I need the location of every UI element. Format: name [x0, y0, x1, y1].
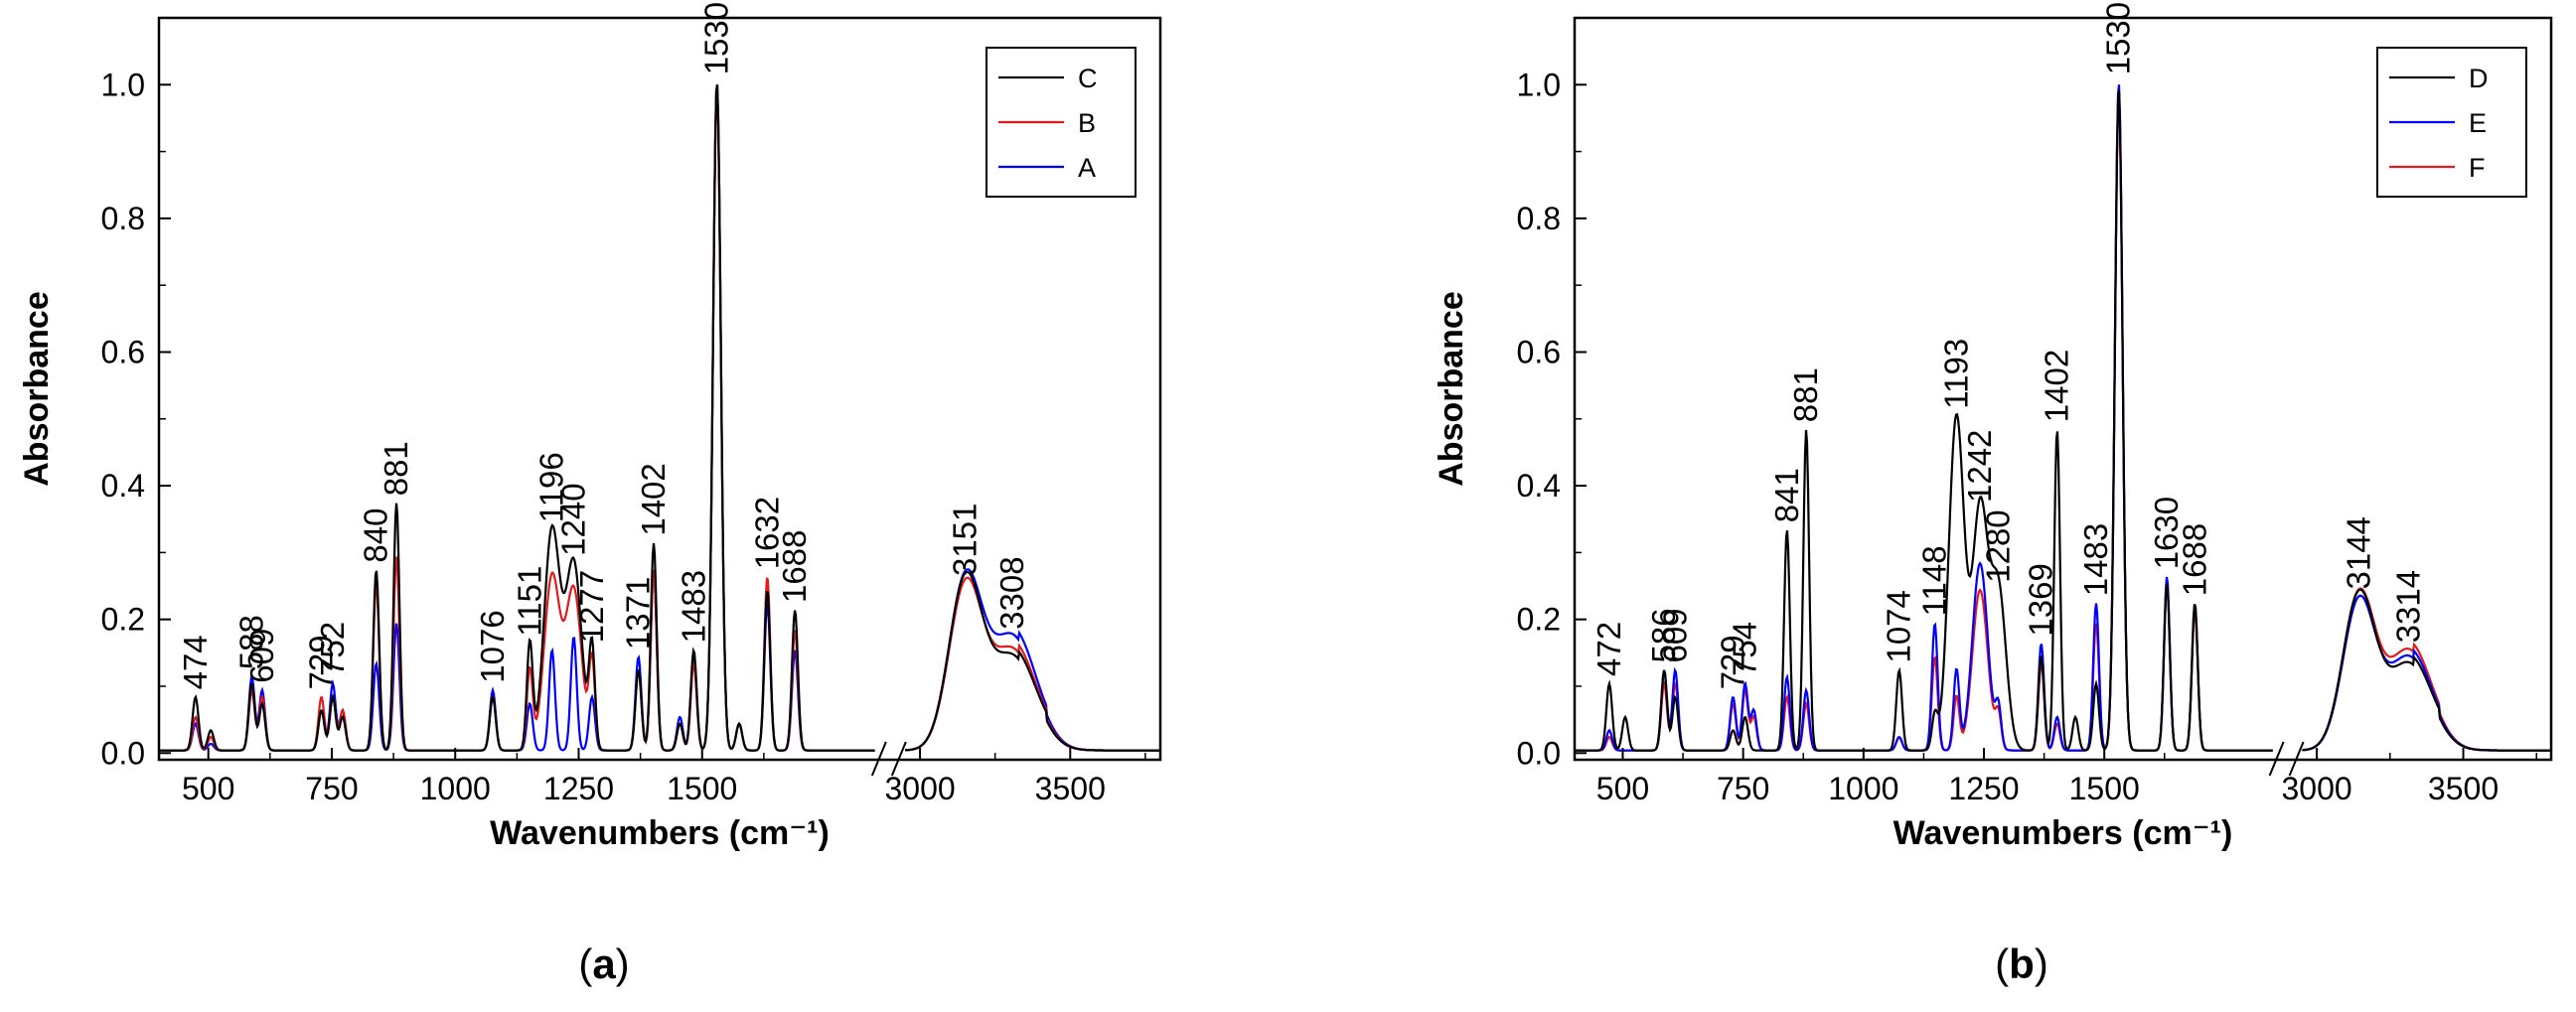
legend-label-e: E [2469, 108, 2487, 138]
caption-b-open: ( [1995, 940, 2009, 987]
x-tick-label: 1250 [1948, 771, 2019, 806]
x-tick-label: 3000 [884, 771, 955, 806]
caption-a-letter: a [592, 940, 616, 987]
series-line-d [1576, 89, 2550, 752]
y-tick-label: 0.6 [1517, 334, 1561, 369]
caption-b: (b) [1995, 940, 2048, 987]
peak-label: 1240 [555, 483, 592, 555]
peak-label: 881 [378, 441, 414, 496]
y-tick-label: 0.2 [1517, 602, 1561, 638]
x-tick-label: 1500 [667, 771, 737, 806]
panel-b-chart: 0.0 0.2 0.4 0.6 0.8 1.0 500 750 1000 1250 1500 3000… [1433, 2, 2553, 852]
peak-label: 1632 [748, 497, 785, 569]
peak-label: 3144 [2341, 516, 2377, 589]
y-axis-title: Absorbance [18, 291, 56, 487]
y-tick-label: 1.0 [1517, 67, 1561, 102]
y-tick-label: 0.0 [101, 735, 145, 771]
y-tick-label: 0.4 [1517, 468, 1561, 504]
caption-b-close: ) [2035, 940, 2048, 987]
peak-label: 609 [1656, 608, 1693, 662]
y-tick-label: 0.2 [101, 602, 145, 638]
x-tick-label: 1000 [420, 771, 491, 806]
peak-label: 472 [1591, 622, 1627, 676]
legend-label-c: C [1078, 64, 1098, 93]
x-tick-label: 500 [182, 771, 234, 806]
peak-label: 1483 [2077, 523, 2114, 596]
peak-label: 1371 [620, 577, 657, 650]
peak-label: 1151 [511, 566, 547, 637]
peak-label: 1196 [533, 452, 570, 522]
legend: DEF [2376, 47, 2527, 198]
legend-label-d: D [2469, 64, 2489, 93]
x-tick-label: 1250 [543, 771, 614, 806]
caption-b-letter: b [2009, 940, 2035, 987]
peak-label: 1074 [1881, 590, 1917, 662]
x-axis-title: Wavenumbers (cm⁻¹) [490, 814, 830, 852]
peak-label: 729 [1714, 635, 1750, 689]
peak-label: 841 [1768, 468, 1805, 522]
peak-label: 1530 [2100, 2, 2137, 74]
peak-label: 3308 [993, 556, 1030, 629]
peak-label: 1076 [474, 610, 511, 682]
panel-a-chart: 0.0 0.2 0.4 0.6 0.8 1.0 500 750 1000 1250 1500 3000… [18, 2, 1162, 852]
peak-label: 1148 [1916, 545, 1953, 616]
peak-label: 881 [1787, 367, 1824, 422]
peak-label: 1688 [2176, 523, 2212, 596]
peak-label: 752 [314, 622, 351, 676]
peak-label: 1402 [635, 463, 672, 535]
y-tick-label: 0.0 [1517, 735, 1561, 771]
y-tick-label: 0.6 [101, 334, 145, 369]
peak-label: 1483 [675, 570, 711, 643]
peak-label: 1630 [2148, 497, 2185, 569]
x-tick-label: 1500 [2069, 771, 2140, 806]
series-group [1576, 84, 2550, 752]
plot-frame [157, 16, 1162, 762]
y-tick-label: 0.8 [101, 201, 145, 236]
plot-frame [1573, 16, 2553, 762]
peak-label: 754 [1727, 622, 1763, 676]
peak-label: 609 [243, 629, 280, 683]
caption-a: (a) [578, 940, 629, 987]
legend-label-a: A [1078, 153, 1096, 183]
y-tick-label: 0.8 [1517, 201, 1561, 236]
peak-label: 1193 [1937, 339, 1974, 409]
peak-label: 586 [1645, 608, 1682, 662]
x-tick-label: 750 [1717, 771, 1769, 806]
peak-label: 1402 [2039, 350, 2075, 422]
y-tick-label: 0.4 [101, 468, 145, 504]
legend: CBA [985, 47, 1136, 198]
peak-label: 474 [177, 635, 214, 689]
peak-label: 1530 [698, 2, 735, 74]
caption-a-open: ( [578, 940, 592, 987]
peak-label: 1242 [1961, 430, 1998, 503]
x-tick-label: 750 [305, 771, 358, 806]
x-tick-label: 500 [1596, 771, 1649, 806]
series-line-c [160, 84, 1159, 752]
legend-label-b: B [1078, 108, 1096, 138]
series-group [160, 84, 1159, 752]
legend-label-f: F [2469, 153, 2486, 183]
x-tick-label: 3000 [2281, 771, 2351, 806]
x-tick-label: 1000 [1828, 771, 1898, 806]
peak-label: 729 [303, 635, 340, 689]
peak-label: 588 [232, 615, 269, 669]
y-tick-label: 1.0 [101, 67, 145, 102]
peak-label: 3314 [2390, 570, 2427, 643]
peak-label: 1369 [2023, 563, 2059, 636]
x-tick-label: 3500 [2428, 771, 2499, 806]
y-axis-title: Absorbance [1433, 291, 1470, 487]
peak-label: 1688 [776, 530, 813, 603]
caption-a-close: ) [616, 940, 630, 987]
peak-label: 1277 [573, 570, 610, 643]
x-tick-label: 3500 [1035, 771, 1106, 806]
x-axis-title: Wavenumbers (cm⁻¹) [1894, 814, 2233, 852]
peak-label: 840 [358, 508, 394, 563]
peak-label: 3151 [947, 504, 984, 576]
peak-label: 1280 [1980, 509, 2017, 582]
